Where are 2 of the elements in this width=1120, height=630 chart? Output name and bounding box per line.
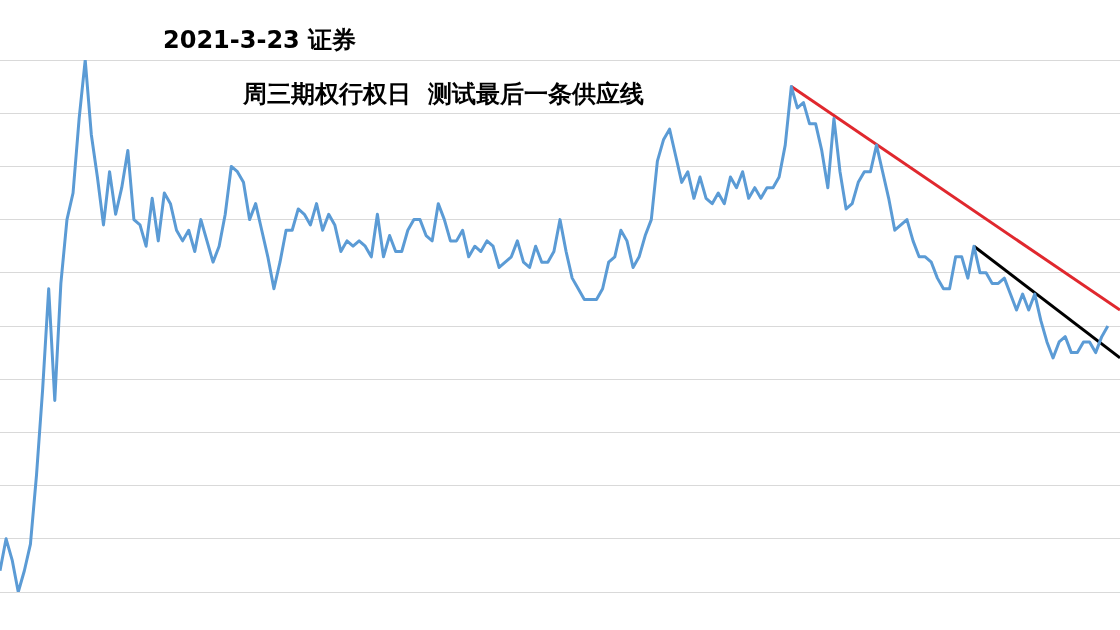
- text: 周三期权行权日 测试最后一条供应线: [243, 79, 644, 110]
- chart-title: 2021-3-23 证券: [163, 25, 357, 56]
